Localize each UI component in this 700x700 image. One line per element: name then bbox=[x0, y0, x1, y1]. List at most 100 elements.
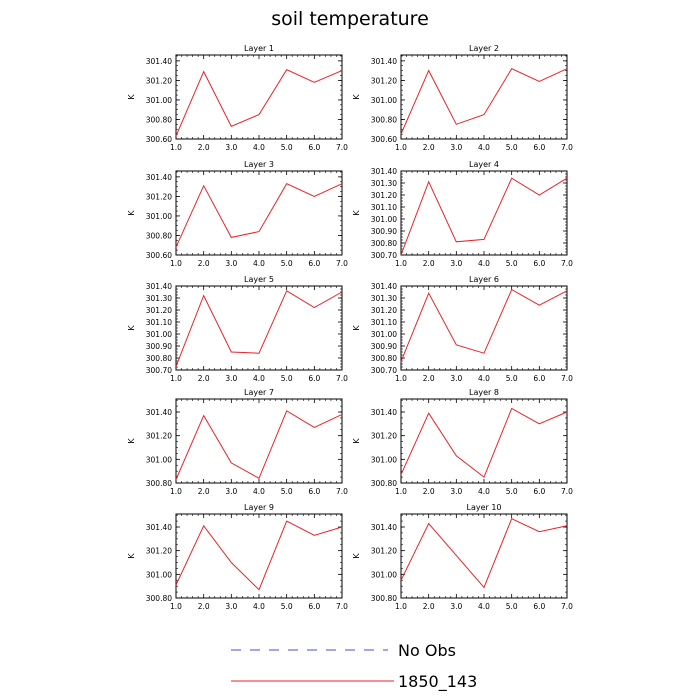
x-tick-label: 1.0 bbox=[395, 602, 407, 611]
y-tick-label: 301.20 bbox=[146, 306, 172, 315]
x-tick-label: 2.0 bbox=[423, 602, 435, 611]
x-tick-label: 5.0 bbox=[506, 374, 518, 383]
y-tick-label: 301.00 bbox=[146, 330, 172, 339]
x-tick-label: 5.0 bbox=[506, 143, 518, 152]
panel-layer-7: Layer 7 K 1.0 2.0 3.0 4.0 5.0 6.0 7.0 300.80 301.0… bbox=[127, 388, 348, 496]
x-tick-label: 1.0 bbox=[170, 374, 182, 383]
panel-layer-10: Layer 10 K 1.0 2.0 3.0 4.0 5.0 6.0 7.0 300.80 301.… bbox=[352, 503, 573, 611]
panel-title: Layer 8 bbox=[469, 388, 499, 397]
y-tick-label: 301.30 bbox=[371, 294, 397, 303]
y-tick-label: 301.20 bbox=[371, 432, 397, 441]
x-tick-label: 7.0 bbox=[561, 374, 573, 383]
y-tick-label: 300.80 bbox=[146, 594, 172, 603]
y-tick-label: 301.40 bbox=[146, 173, 172, 182]
y-tick-label: 300.80 bbox=[146, 354, 172, 363]
x-tick-label: 5.0 bbox=[281, 487, 293, 496]
x-tick-label: 3.0 bbox=[225, 259, 237, 268]
x-tick-label: 4.0 bbox=[478, 143, 490, 152]
x-tick-label: 3.0 bbox=[450, 143, 462, 152]
x-tick-label: 2.0 bbox=[198, 487, 210, 496]
x-tick-label: 6.0 bbox=[533, 487, 545, 496]
y-tick-label: 301.20 bbox=[146, 76, 172, 85]
y-tick-label: 300.80 bbox=[371, 239, 397, 248]
y-tick-label: 300.80 bbox=[371, 354, 397, 363]
y-tick-label: 301.40 bbox=[146, 57, 172, 66]
y-tick-label: 300.80 bbox=[146, 115, 172, 124]
x-tick-label: 7.0 bbox=[336, 259, 348, 268]
panel-frame bbox=[400, 54, 568, 140]
y-tick-label: 301.30 bbox=[371, 179, 397, 188]
y-tick-label: 300.80 bbox=[146, 479, 172, 488]
x-tick-label: 6.0 bbox=[308, 143, 320, 152]
x-tick-label: 2.0 bbox=[423, 374, 435, 383]
y-tick-label: 300.60 bbox=[146, 135, 172, 144]
x-tick-label: 7.0 bbox=[336, 143, 348, 152]
series-line-1850-143 bbox=[175, 290, 343, 367]
x-tick-label: 2.0 bbox=[423, 143, 435, 152]
x-tick-label: 5.0 bbox=[281, 259, 293, 268]
x-tick-label: 7.0 bbox=[561, 259, 573, 268]
x-tick-label: 4.0 bbox=[478, 374, 490, 383]
panel-title: Layer 9 bbox=[244, 503, 274, 512]
y-tick-label: 301.00 bbox=[371, 455, 397, 464]
x-tick-label: 4.0 bbox=[478, 259, 490, 268]
x-tick-label: 4.0 bbox=[253, 374, 265, 383]
x-tick-label: 6.0 bbox=[533, 602, 545, 611]
x-tick-label: 2.0 bbox=[423, 487, 435, 496]
x-tick-label: 6.0 bbox=[533, 374, 545, 383]
x-tick-label: 3.0 bbox=[225, 487, 237, 496]
panel-frame bbox=[400, 513, 568, 599]
y-tick-label: 301.10 bbox=[146, 318, 172, 327]
x-tick-label: 6.0 bbox=[308, 602, 320, 611]
series-line-1850-143 bbox=[400, 407, 568, 478]
y-tick-label: 301.20 bbox=[146, 547, 172, 556]
y-tick-label: 301.20 bbox=[371, 191, 397, 200]
panel-layer-2: Layer 2 K 1.0 2.0 3.0 4.0 5.0 6.0 7.0 300.60 300.8… bbox=[352, 44, 573, 152]
x-tick-label: 5.0 bbox=[281, 602, 293, 611]
panel-frame bbox=[400, 170, 568, 256]
x-tick-label: 7.0 bbox=[336, 602, 348, 611]
x-tick-label: 2.0 bbox=[198, 374, 210, 383]
panel-frame bbox=[175, 170, 343, 256]
panel-layer-5: Layer 5 K 1.0 2.0 3.0 4.0 5.0 6.0 7.0 300.70 300.8… bbox=[127, 275, 348, 383]
y-tick-label: 301.40 bbox=[371, 57, 397, 66]
x-tick-label: 5.0 bbox=[506, 602, 518, 611]
panel-title: Layer 1 bbox=[244, 44, 274, 53]
y-tick-label: 301.40 bbox=[146, 523, 172, 532]
x-tick-label: 5.0 bbox=[506, 487, 518, 496]
y-tick-label: 301.20 bbox=[371, 547, 397, 556]
panel-layer-3: Layer 3 K 1.0 2.0 3.0 4.0 5.0 6.0 7.0 300.60 300.8… bbox=[127, 160, 348, 268]
panel-title: Layer 10 bbox=[466, 503, 501, 512]
panel-layer-8: Layer 8 K 1.0 2.0 3.0 4.0 5.0 6.0 7.0 300.80 301.0… bbox=[352, 388, 573, 496]
y-tick-label: 301.00 bbox=[146, 96, 172, 105]
y-tick-label: 301.10 bbox=[371, 203, 397, 212]
x-tick-label: 1.0 bbox=[395, 143, 407, 152]
y-axis-label: K bbox=[127, 210, 136, 216]
y-tick-label: 301.00 bbox=[371, 570, 397, 579]
y-axis-label: K bbox=[352, 210, 361, 216]
x-tick-label: 1.0 bbox=[170, 143, 182, 152]
x-tick-label: 7.0 bbox=[336, 487, 348, 496]
series-line-1850-143 bbox=[175, 183, 343, 248]
x-tick-label: 4.0 bbox=[478, 602, 490, 611]
series-line-1850-143 bbox=[400, 177, 568, 256]
series-line-1850-143 bbox=[400, 68, 568, 135]
x-tick-label: 6.0 bbox=[308, 259, 320, 268]
series-line-1850-143 bbox=[400, 288, 568, 362]
panel-title: Layer 4 bbox=[469, 160, 499, 169]
y-axis-label: K bbox=[127, 438, 136, 444]
y-tick-label: 301.40 bbox=[371, 408, 397, 417]
x-tick-label: 6.0 bbox=[308, 487, 320, 496]
y-tick-label: 300.90 bbox=[371, 227, 397, 236]
panel-layer-4: Layer 4 K 1.0 2.0 3.0 4.0 5.0 6.0 7.0 300.70 300.8… bbox=[352, 160, 573, 268]
y-tick-label: 300.80 bbox=[146, 231, 172, 240]
chart-title: soil temperature bbox=[271, 8, 429, 30]
y-tick-label: 300.80 bbox=[371, 594, 397, 603]
x-tick-label: 3.0 bbox=[450, 259, 462, 268]
x-tick-label: 6.0 bbox=[533, 143, 545, 152]
y-tick-label: 301.00 bbox=[371, 330, 397, 339]
y-tick-label: 301.40 bbox=[371, 282, 397, 291]
x-tick-label: 3.0 bbox=[225, 602, 237, 611]
panel-frame bbox=[400, 285, 568, 371]
